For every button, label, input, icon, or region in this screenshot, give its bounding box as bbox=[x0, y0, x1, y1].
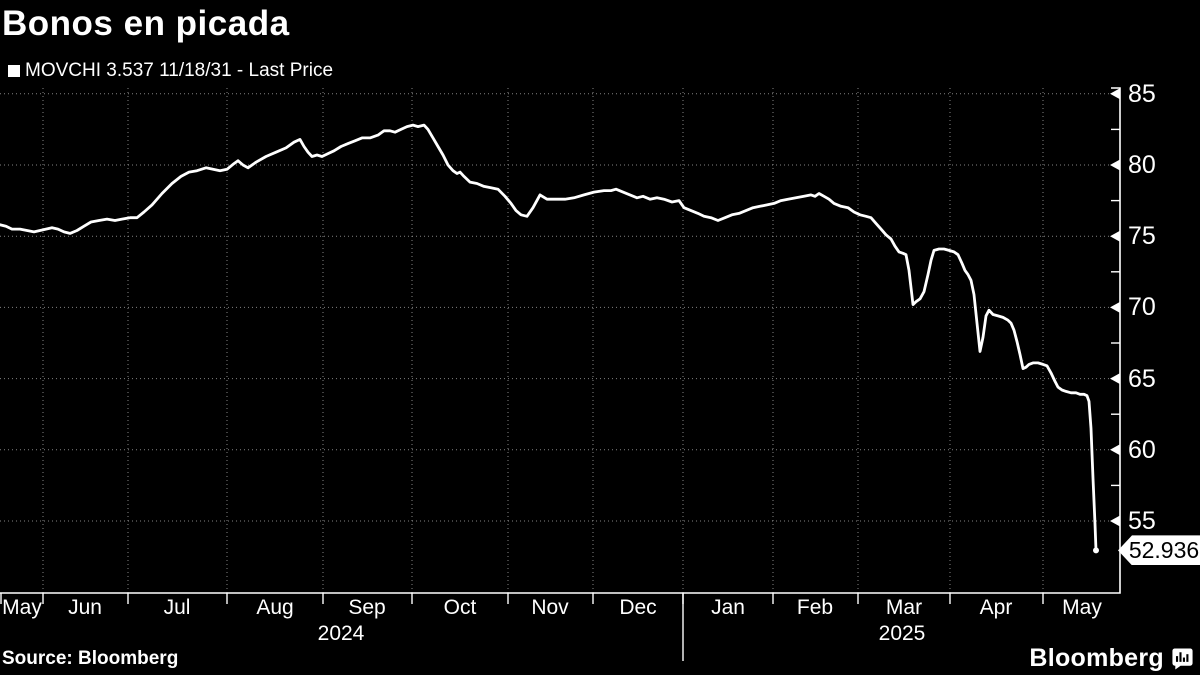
y-axis-label: 85 bbox=[1128, 79, 1156, 108]
x-axis-month-label: May bbox=[2, 596, 42, 619]
y-axis-major-tick-arrow bbox=[1110, 159, 1120, 171]
x-axis-month-label: Aug bbox=[256, 596, 294, 619]
x-axis-month-label: Jun bbox=[68, 596, 102, 619]
x-axis-month-label: Oct bbox=[443, 596, 477, 619]
bloomberg-bars-bubble-icon bbox=[1172, 648, 1193, 670]
y-axis-label: 65 bbox=[1128, 364, 1156, 393]
legend-series-label: MOVCHI 3.537 11/18/31 - Last Price bbox=[25, 60, 334, 81]
y-axis-major-tick-arrow bbox=[1110, 373, 1120, 385]
y-axis-label: 55 bbox=[1128, 507, 1156, 535]
source-attribution: Source: Bloomberg bbox=[2, 648, 179, 669]
price-line-series bbox=[0, 123, 1098, 552]
y-axis-label: 75 bbox=[1128, 222, 1156, 251]
x-axis-month-label: May bbox=[1062, 596, 1102, 619]
x-axis-year-label: 2025 bbox=[878, 622, 926, 645]
x-axis-month-label: Dec bbox=[619, 596, 657, 619]
chart-legend: MOVCHI 3.537 11/18/31 - Last Price bbox=[8, 60, 333, 82]
x-axis-month-label: Sep bbox=[348, 596, 386, 619]
x-axis-month-label: Feb bbox=[796, 596, 834, 619]
y-axis-label: 70 bbox=[1128, 293, 1156, 322]
y-axis-major-tick-arrow bbox=[1110, 515, 1120, 527]
legend-series-marker bbox=[8, 65, 20, 77]
x-axis-month-label: Apr bbox=[979, 596, 1013, 619]
bloomberg-brand: Bloomberg bbox=[1029, 644, 1194, 673]
last-price-callout: 52.936 bbox=[1118, 535, 1200, 566]
x-axis-month-label: Jul bbox=[163, 596, 191, 619]
x-axis-month-label: Nov bbox=[531, 596, 569, 619]
x-axis-month-label: Mar bbox=[885, 596, 923, 619]
chart-title: Bonos en picada bbox=[2, 4, 290, 43]
y-axis-major-tick-arrow bbox=[1110, 444, 1120, 456]
y-axis-major-tick-arrow bbox=[1110, 301, 1120, 313]
y-axis-label: 80 bbox=[1128, 151, 1156, 179]
y-axis-label: 60 bbox=[1128, 435, 1156, 464]
y-axis-major-tick-arrow bbox=[1110, 88, 1120, 100]
axis-frame bbox=[0, 87, 1121, 594]
last-price-dot bbox=[1093, 547, 1099, 554]
bloomberg-wordmark: Bloomberg bbox=[1029, 644, 1164, 672]
x-axis-year-label: 2024 bbox=[317, 622, 365, 645]
y-axis-major-tick-arrow bbox=[1110, 230, 1120, 242]
x-axis-month-label: Jan bbox=[711, 596, 745, 619]
